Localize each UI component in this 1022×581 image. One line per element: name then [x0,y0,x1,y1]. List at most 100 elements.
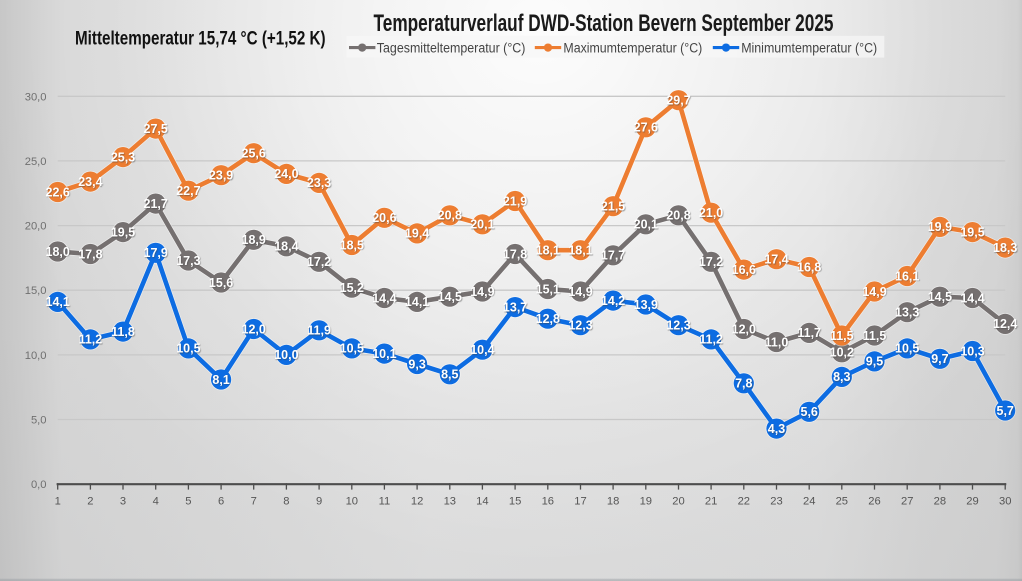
svg-text:29: 29 [966,496,978,508]
svg-text:17,4: 17,4 [764,253,788,267]
svg-text:21,7: 21,7 [144,197,168,211]
svg-text:17,3: 17,3 [176,254,200,268]
svg-text:12,4: 12,4 [993,317,1017,331]
svg-text:11,5: 11,5 [830,329,854,343]
svg-text:17,8: 17,8 [78,247,102,261]
svg-text:19,5: 19,5 [960,225,984,239]
svg-text:12,8: 12,8 [536,312,560,326]
svg-text:19,5: 19,5 [111,225,135,239]
svg-text:5,7: 5,7 [997,404,1014,418]
svg-text:17: 17 [574,496,586,508]
svg-text:5,6: 5,6 [801,405,818,419]
svg-text:13,7: 13,7 [503,300,527,314]
svg-text:19,4: 19,4 [405,227,429,241]
svg-text:22,6: 22,6 [46,185,70,199]
svg-text:20,8: 20,8 [438,209,462,223]
svg-text:14,9: 14,9 [568,285,592,299]
svg-text:18,0: 18,0 [46,245,70,259]
svg-text:16,8: 16,8 [797,260,821,274]
svg-text:13,3: 13,3 [895,306,919,320]
svg-text:7: 7 [251,496,257,508]
svg-text:12,0: 12,0 [242,322,266,336]
svg-text:21,9: 21,9 [503,194,527,208]
svg-text:15,6: 15,6 [209,276,233,290]
svg-text:5: 5 [185,496,191,508]
svg-text:27,6: 27,6 [634,121,658,135]
svg-text:12: 12 [411,496,423,508]
svg-text:20: 20 [672,496,684,508]
svg-text:10,5: 10,5 [340,342,364,356]
svg-text:20,6: 20,6 [372,211,396,225]
svg-text:25,0: 25,0 [25,156,47,168]
svg-text:30,0: 30,0 [25,91,47,103]
svg-text:11,2: 11,2 [699,333,723,347]
svg-text:11,0: 11,0 [765,335,789,349]
svg-text:20,1: 20,1 [470,218,494,232]
svg-text:11,5: 11,5 [863,329,887,343]
svg-text:15,2: 15,2 [340,281,364,295]
svg-text:16,1: 16,1 [895,269,919,283]
svg-text:11,2: 11,2 [79,333,103,347]
svg-text:10,2: 10,2 [830,346,854,360]
svg-text:17,7: 17,7 [601,249,625,263]
svg-text:1: 1 [55,496,61,508]
svg-text:15,0: 15,0 [25,285,47,297]
svg-text:18,9: 18,9 [242,233,266,247]
svg-text:17,2: 17,2 [307,255,331,269]
svg-text:19,9: 19,9 [928,220,952,234]
svg-text:5,0: 5,0 [31,415,47,427]
svg-text:23,9: 23,9 [209,169,233,183]
svg-text:21,0: 21,0 [699,206,723,220]
svg-text:21: 21 [705,496,717,508]
svg-text:17,9: 17,9 [144,246,168,260]
svg-text:Maximumtemperatur (°C): Maximumtemperatur (°C) [563,40,702,55]
svg-text:10,0: 10,0 [274,348,298,362]
svg-text:10,1: 10,1 [372,347,396,361]
svg-text:14,1: 14,1 [405,295,429,309]
svg-text:18,5: 18,5 [340,238,364,252]
svg-text:12,3: 12,3 [666,319,690,333]
svg-text:15,1: 15,1 [536,282,560,296]
svg-text:15: 15 [509,496,521,508]
svg-text:24: 24 [803,496,815,508]
svg-text:23,4: 23,4 [78,175,102,189]
svg-text:4,3: 4,3 [768,422,785,436]
svg-text:18,1: 18,1 [568,244,592,258]
svg-text:10,3: 10,3 [960,344,984,358]
svg-text:22,7: 22,7 [176,184,200,198]
svg-text:11,8: 11,8 [111,325,135,339]
svg-text:20,1: 20,1 [634,218,658,232]
svg-text:17,8: 17,8 [503,247,527,261]
svg-text:4: 4 [153,496,159,508]
svg-text:8: 8 [283,496,289,508]
svg-text:10,4: 10,4 [470,343,494,357]
svg-text:14,5: 14,5 [438,290,462,304]
svg-text:25,3: 25,3 [111,150,135,164]
svg-text:20,8: 20,8 [666,209,690,223]
svg-text:29,7: 29,7 [666,94,690,108]
svg-text:11,7: 11,7 [797,326,821,340]
svg-text:12,0: 12,0 [732,322,756,336]
svg-text:18: 18 [607,496,619,508]
svg-text:10,0: 10,0 [25,350,47,362]
svg-text:14: 14 [476,496,488,508]
svg-text:Mitteltemperatur 15,74 °C (+1,: Mitteltemperatur 15,74 °C (+1,52 K) [75,28,326,49]
svg-text:12,3: 12,3 [568,319,592,333]
svg-text:6: 6 [218,496,224,508]
svg-text:25,6: 25,6 [242,147,266,161]
svg-text:20,0: 20,0 [25,221,47,233]
svg-text:14,9: 14,9 [862,285,886,299]
svg-text:19: 19 [640,496,652,508]
svg-text:9,7: 9,7 [931,352,948,366]
svg-text:3: 3 [120,496,126,508]
svg-text:10,5: 10,5 [176,342,200,356]
svg-text:7,8: 7,8 [735,377,752,391]
svg-text:27,5: 27,5 [144,122,168,136]
svg-text:23: 23 [770,496,782,508]
svg-text:22: 22 [738,496,750,508]
svg-text:0,0: 0,0 [31,479,47,491]
svg-text:8,1: 8,1 [212,373,229,387]
svg-text:11: 11 [379,496,391,508]
svg-text:Minimumtemperatur (°C): Minimumtemperatur (°C) [741,40,877,55]
svg-text:26: 26 [868,496,880,508]
